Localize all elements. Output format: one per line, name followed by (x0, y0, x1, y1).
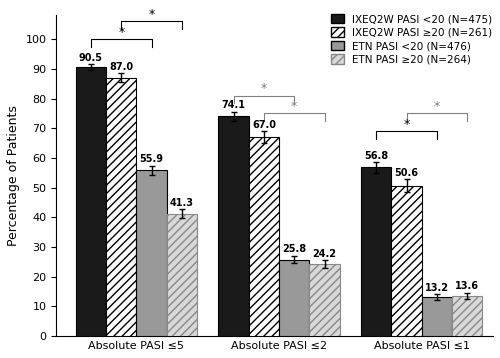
Bar (392, 186, 422, 336)
Text: 25.8: 25.8 (282, 245, 306, 255)
Bar (136, 170, 167, 336)
Y-axis label: Percentage of Patients: Percentage of Patients (7, 105, 20, 246)
Text: 55.9: 55.9 (140, 154, 164, 164)
Text: *: * (118, 25, 124, 39)
Text: *: * (261, 82, 267, 95)
Text: 90.5: 90.5 (79, 53, 103, 63)
Bar (422, 297, 452, 336)
Text: 74.1: 74.1 (222, 100, 246, 110)
Text: *: * (404, 118, 409, 131)
Bar (76, 67, 106, 336)
Bar (106, 78, 136, 336)
Bar (279, 260, 310, 336)
Text: 13.2: 13.2 (425, 282, 449, 292)
Text: 50.6: 50.6 (394, 168, 418, 178)
Text: *: * (434, 100, 440, 113)
Bar (361, 168, 392, 336)
Text: *: * (148, 8, 154, 21)
Bar (167, 213, 197, 336)
Bar (218, 116, 249, 336)
Text: *: * (291, 100, 298, 113)
Text: 56.8: 56.8 (364, 151, 388, 161)
Legend: IXEQ2W PASI <20 (N=475), IXEQ2W PASI ≥20 (N=261), ETN PASI <20 (N=476), ETN PASI: IXEQ2W PASI <20 (N=475), IXEQ2W PASI ≥20… (332, 14, 492, 64)
Text: 41.3: 41.3 (170, 198, 194, 208)
Text: 87.0: 87.0 (109, 62, 134, 72)
Bar (249, 137, 279, 336)
Text: 67.0: 67.0 (252, 120, 276, 130)
Text: 24.2: 24.2 (312, 249, 336, 259)
Bar (310, 264, 340, 336)
Text: 13.6: 13.6 (455, 281, 479, 291)
Bar (452, 296, 482, 336)
